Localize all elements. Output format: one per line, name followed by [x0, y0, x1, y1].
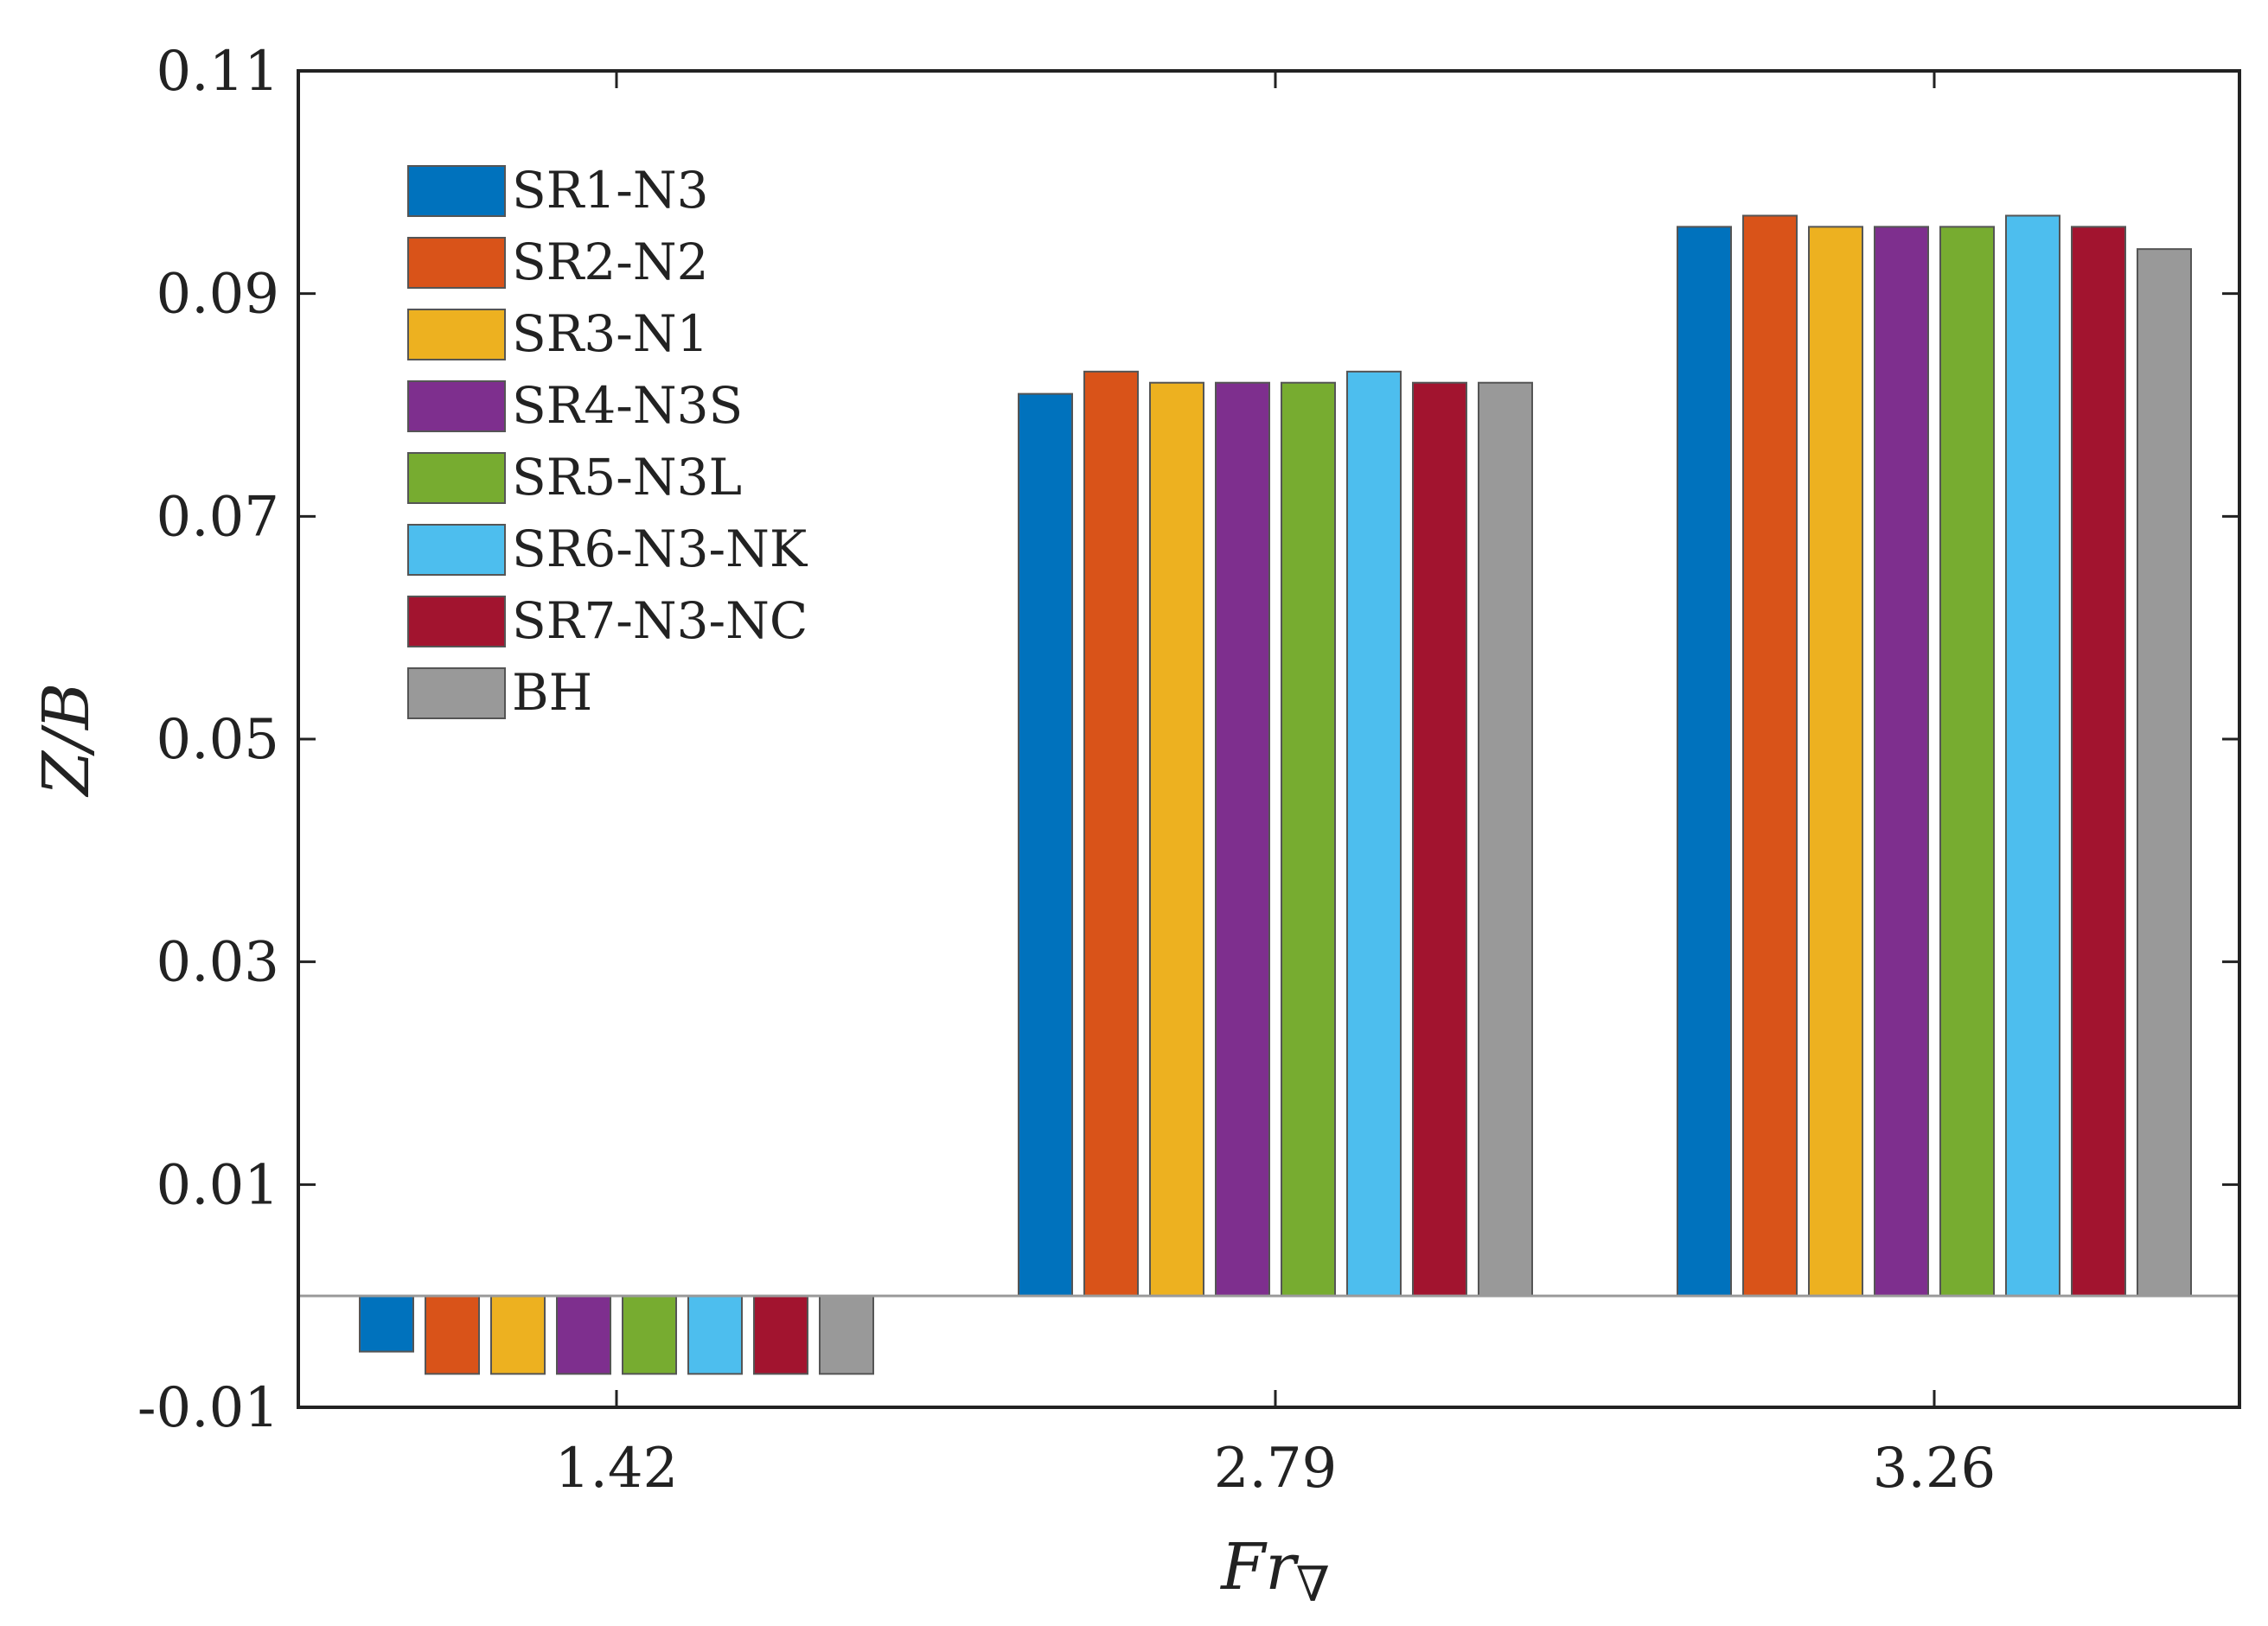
- y-tick-label: 0.03: [157, 931, 280, 995]
- bar-sr4-n3s-3_26: [1874, 226, 1929, 1298]
- y-tick-label: -0.01: [137, 1376, 279, 1440]
- y-tick-label: 0.05: [157, 708, 280, 772]
- x-axis-label: Fr∇: [1219, 1530, 1330, 1613]
- legend-swatch-sr6-n3-nk: [407, 524, 506, 576]
- bar-sr5-n3l-3_26: [1939, 226, 1995, 1298]
- bar-sr6-n3-nk-1_42: [687, 1295, 743, 1375]
- bars-group: [359, 214, 2192, 1375]
- bar-sr7-n3-nc-1_42: [753, 1295, 808, 1375]
- legend: SR1-N3 SR2-N2 SR3-N1 SR4-N3S SR5-N3L SR6-N3-N…: [407, 161, 808, 722]
- legend-swatch-sr5-n3l: [407, 452, 506, 504]
- legend-label-sr5-n3l: SR5-N3L: [512, 448, 742, 507]
- bar-sr1-n3-2_79: [1018, 392, 1073, 1298]
- legend-swatch-sr2-n2: [407, 237, 506, 289]
- legend-swatch-bh: [407, 667, 506, 719]
- bar-bh-1_42: [819, 1295, 874, 1375]
- y-tick-label: 0.07: [157, 485, 280, 549]
- bar-sr1-n3-1_42: [359, 1295, 414, 1353]
- legend-label-sr1-n3: SR1-N3: [512, 161, 709, 220]
- x-axis-label-subscript: ∇: [1296, 1557, 1330, 1613]
- x-tick-label: 2.79: [1214, 1437, 1338, 1501]
- bar-sr2-n2-2_79: [1083, 370, 1139, 1298]
- legend-swatch-sr3-n1: [407, 309, 506, 360]
- legend-label-sr7-n3-nc: SR7-N3-NC: [512, 591, 808, 650]
- legend-swatch-sr7-n3-nc: [407, 596, 506, 647]
- bar-bh-2_79: [1478, 381, 1533, 1298]
- bar-sr6-n3-nk-3_26: [2005, 214, 2060, 1298]
- y-tick-label: 0.01: [157, 1153, 280, 1217]
- bar-sr7-n3-nc-2_79: [1412, 381, 1467, 1298]
- axis-ticks-group: -0.01 0.01 0.03 0.05 0.07 0.09 0.11 1.42 2.79 3.2…: [137, 40, 2239, 1501]
- legend-label-sr6-n3-nk: SR6-N3-NK: [512, 520, 808, 578]
- bar-sr4-n3s-1_42: [556, 1295, 611, 1375]
- y-tick-label: 0.09: [157, 263, 280, 327]
- legend-label-sr4-n3s: SR4-N3S: [512, 376, 743, 435]
- bar-sr2-n2-3_26: [1742, 214, 1798, 1298]
- bar-sr3-n1-2_79: [1149, 381, 1204, 1298]
- bar-sr4-n3s-2_79: [1215, 381, 1270, 1298]
- x-axis-label-main: Fr: [1219, 1530, 1300, 1604]
- bar-sr6-n3-nk-2_79: [1346, 370, 1402, 1298]
- bar-sr3-n1-3_26: [1808, 226, 1863, 1298]
- bar-sr5-n3l-2_79: [1281, 381, 1336, 1298]
- bar-sr7-n3-nc-3_26: [2071, 226, 2126, 1298]
- bar-sr2-n2-1_42: [425, 1295, 480, 1375]
- bar-sr5-n3l-1_42: [622, 1295, 677, 1375]
- bar-sr3-n1-1_42: [490, 1295, 546, 1375]
- legend-swatch-sr4-n3s: [407, 380, 506, 432]
- bar-sr1-n3-3_26: [1677, 226, 1732, 1298]
- legend-swatch-sr1-n3: [407, 165, 506, 217]
- x-tick-label: 1.42: [555, 1437, 679, 1501]
- legend-label-sr2-n2: SR2-N2: [512, 233, 709, 291]
- x-tick-label: 3.26: [1873, 1437, 1996, 1501]
- y-axis-label: Z/B: [29, 683, 104, 798]
- y-tick-label: 0.11: [157, 40, 280, 104]
- legend-label-bh: BH: [512, 663, 592, 722]
- legend-label-sr3-n1: SR3-N1: [512, 304, 709, 363]
- bar-bh-3_26: [2137, 248, 2192, 1298]
